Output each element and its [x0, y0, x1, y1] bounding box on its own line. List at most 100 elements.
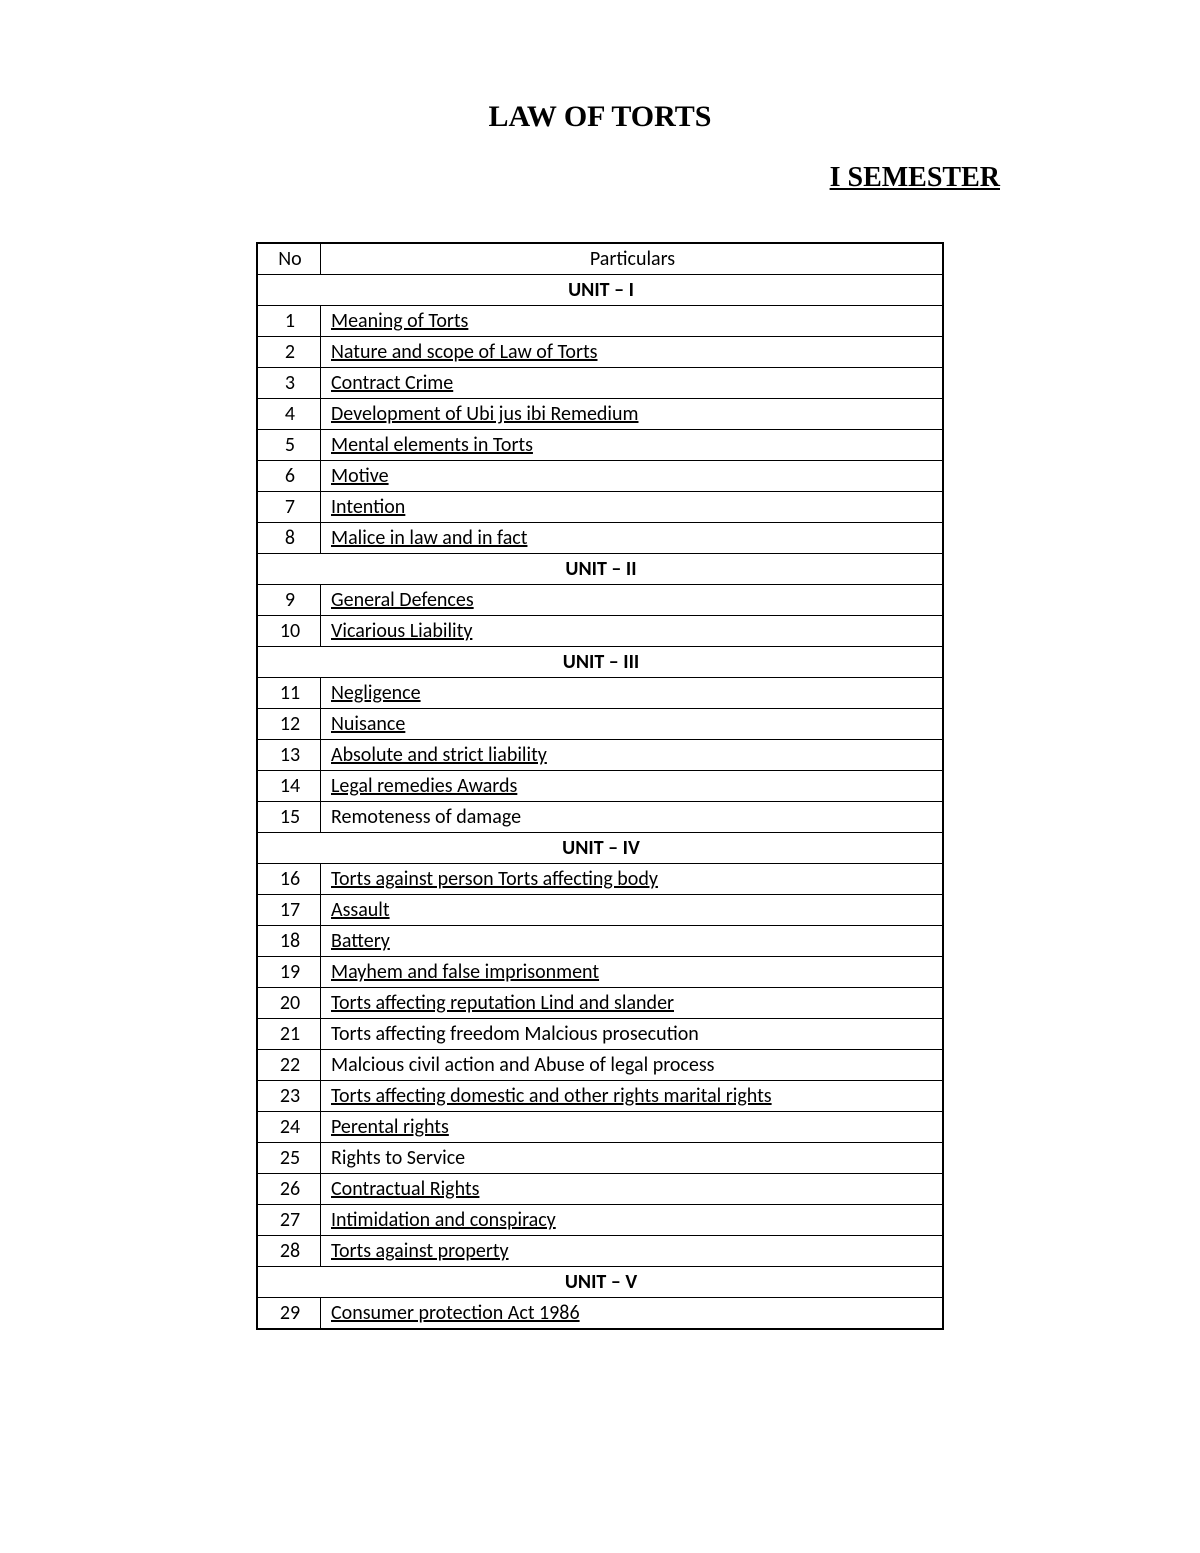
row-topic: Mayhem and false imprisonment — [321, 957, 944, 988]
row-number: 16 — [257, 864, 321, 895]
unit-header-cell: UNIT – V — [257, 1267, 943, 1298]
table-row: 9 General Defences — [257, 585, 943, 616]
row-topic: Contract Crime — [321, 368, 944, 399]
table-row: 23 Torts affecting domestic and other rig… — [257, 1081, 943, 1112]
table-row: 18 Battery — [257, 926, 943, 957]
topic-link[interactable]: Torts against property — [331, 1239, 509, 1263]
topic-link[interactable]: Negligence — [331, 681, 421, 705]
topic-link[interactable]: Meaning of Torts — [331, 309, 468, 333]
topic-link[interactable]: Mayhem and false imprisonment — [331, 960, 599, 984]
topic-link[interactable]: Battery — [331, 929, 390, 953]
row-topic: Motive — [321, 461, 944, 492]
row-topic: Consumer protection Act 1986 — [321, 1298, 944, 1330]
row-topic: Intimidation and conspiracy — [321, 1205, 944, 1236]
page-title: LAW OF TORTS — [140, 100, 1060, 134]
topic-link[interactable]: Legal remedies Awards — [331, 774, 517, 798]
topic-link[interactable]: Torts affecting domestic and other right… — [331, 1084, 772, 1108]
row-topic: Meaning of Torts — [321, 306, 944, 337]
row-number: 24 — [257, 1112, 321, 1143]
row-number: 22 — [257, 1050, 321, 1081]
row-number: 9 — [257, 585, 321, 616]
table-row: 17 Assault — [257, 895, 943, 926]
row-topic: Torts affecting reputation Lind and slan… — [321, 988, 944, 1019]
row-topic: Assault — [321, 895, 944, 926]
table-row: 29 Consumer protection Act 1986 — [257, 1298, 943, 1330]
table-row: 10 Vicarious Liability — [257, 616, 943, 647]
table-row: 15Remoteness of damage — [257, 802, 943, 833]
table-row: 19Mayhem and false imprisonment — [257, 957, 943, 988]
row-number: 2 — [257, 337, 321, 368]
topic-link[interactable]: Torts affecting reputation Lind and slan… — [331, 991, 674, 1015]
row-topic: Legal remedies Awards — [321, 771, 944, 802]
topic-link[interactable]: Assault — [331, 898, 390, 922]
topic-link[interactable]: Motive — [331, 464, 389, 488]
table-row: 1Meaning of Torts — [257, 306, 943, 337]
row-topic: Perental rights — [321, 1112, 944, 1143]
table-row: 6 Motive — [257, 461, 943, 492]
row-number: 6 — [257, 461, 321, 492]
row-number: 23 — [257, 1081, 321, 1112]
page: LAW OF TORTS I SEMESTER No Particulars U… — [0, 0, 1200, 1430]
table-row: 28Torts against property — [257, 1236, 943, 1267]
row-number: 15 — [257, 802, 321, 833]
row-topic: Development of Ubi jus ibi Remedium — [321, 399, 944, 430]
topic-link[interactable]: Torts against person Torts affecting bod… — [331, 867, 658, 891]
unit-header-cell: UNIT – I — [257, 275, 943, 306]
row-topic: Mental elements in Torts — [321, 430, 944, 461]
row-number: 27 — [257, 1205, 321, 1236]
row-topic: Remoteness of damage — [321, 802, 944, 833]
topic-link[interactable]: Mental elements in Torts — [331, 433, 533, 457]
table-row: 27 Intimidation and conspiracy — [257, 1205, 943, 1236]
unit-header-row: UNIT – III — [257, 647, 943, 678]
table-body: UNIT – I1Meaning of Torts2 Nature and sco… — [257, 275, 943, 1330]
table-row: 26Contractual Rights — [257, 1174, 943, 1205]
row-topic: Torts against property — [321, 1236, 944, 1267]
topic-link[interactable]: General Defences — [331, 588, 474, 612]
row-topic: Contractual Rights — [321, 1174, 944, 1205]
table-row: 2 Nature and scope of Law of Torts — [257, 337, 943, 368]
row-number: 10 — [257, 616, 321, 647]
table-wrap: No Particulars UNIT – I1Meaning of Torts… — [140, 242, 1060, 1330]
topic-link[interactable]: Nature and scope of Law of Torts — [331, 340, 597, 364]
table-row: 13 Absolute and strict liability — [257, 740, 943, 771]
topic-link[interactable]: Perental rights — [331, 1115, 449, 1139]
topic-link[interactable]: Contract Crime — [331, 371, 453, 395]
unit-header-row: UNIT – V — [257, 1267, 943, 1298]
row-number: 18 — [257, 926, 321, 957]
unit-header-row: UNIT – II — [257, 554, 943, 585]
topic-link[interactable]: Malice in law and in fact — [331, 526, 527, 550]
unit-header-row: UNIT – I — [257, 275, 943, 306]
row-topic: Nature and scope of Law of Torts — [321, 337, 944, 368]
topic-link[interactable]: Contractual Rights — [331, 1177, 479, 1201]
row-topic: Rights to Service — [321, 1143, 944, 1174]
row-number: 29 — [257, 1298, 321, 1330]
topic-link[interactable]: Absolute and strict liability — [331, 743, 547, 767]
row-number: 20 — [257, 988, 321, 1019]
row-number: 25 — [257, 1143, 321, 1174]
topic-link[interactable]: Consumer protection Act 1986 — [331, 1301, 580, 1325]
topic-link[interactable]: Development of Ubi jus ibi Remedium — [331, 402, 639, 426]
table-row: 24 Perental rights — [257, 1112, 943, 1143]
topic-link[interactable]: Intention — [331, 495, 405, 519]
row-number: 7 — [257, 492, 321, 523]
table-row: 4Development of Ubi jus ibi Remedium — [257, 399, 943, 430]
topic-link[interactable]: Vicarious Liability — [331, 619, 472, 643]
semester-heading: I SEMESTER — [140, 162, 1000, 194]
table-row: 22Malcious civil action and Abuse of leg… — [257, 1050, 943, 1081]
row-number: 21 — [257, 1019, 321, 1050]
topic-link[interactable]: Nuisance — [331, 712, 405, 736]
col-particulars-header: Particulars — [321, 243, 944, 275]
table-row: 25Rights to Service — [257, 1143, 943, 1174]
row-number: 14 — [257, 771, 321, 802]
row-topic: Battery — [321, 926, 944, 957]
row-number: 3 — [257, 368, 321, 399]
row-topic: Nuisance — [321, 709, 944, 740]
row-number: 17 — [257, 895, 321, 926]
topic-link[interactable]: Intimidation and conspiracy — [331, 1208, 556, 1232]
row-topic: Malcious civil action and Abuse of legal… — [321, 1050, 944, 1081]
row-number: 8 — [257, 523, 321, 554]
row-topic: Torts affecting freedom Malcious prosecu… — [321, 1019, 944, 1050]
row-number: 13 — [257, 740, 321, 771]
table-row: 14 Legal remedies Awards — [257, 771, 943, 802]
table-row: 8 Malice in law and in fact — [257, 523, 943, 554]
